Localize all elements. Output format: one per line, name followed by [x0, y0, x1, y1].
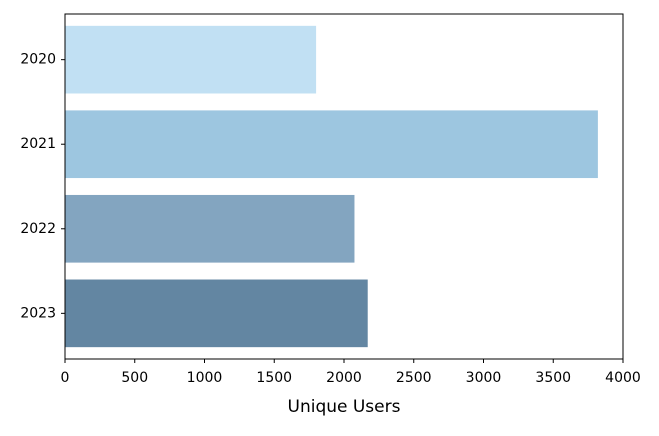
x-tick-label: 2500 [396, 370, 432, 386]
x-tick-label: 3500 [535, 370, 571, 386]
x-tick-label: 500 [121, 370, 148, 386]
x-tick-label: 4000 [605, 370, 641, 386]
y-tick-label: 2022 [20, 221, 56, 237]
bar-2020 [65, 25, 317, 94]
x-tick-label: 2000 [326, 370, 362, 386]
x-axis-label: Unique Users [288, 397, 401, 417]
y-tick-label: 2020 [20, 52, 56, 68]
y-tick-label: 2021 [20, 136, 56, 152]
x-tick-label: 1000 [187, 370, 223, 386]
y-axis: 2020 2021 2022 2023 [20, 52, 65, 321]
bar-2022 [65, 194, 355, 263]
x-axis: 0 500 1000 1500 2000 2500 3000 3500 4000 [61, 359, 641, 386]
y-tick-label: 2023 [20, 305, 56, 321]
bars-layer [65, 25, 598, 348]
x-tick-label: 3000 [466, 370, 502, 386]
bar-2023 [65, 279, 368, 348]
bar-2021 [65, 110, 598, 179]
x-tick-label: 0 [61, 370, 70, 386]
x-tick-label: 1500 [256, 370, 292, 386]
